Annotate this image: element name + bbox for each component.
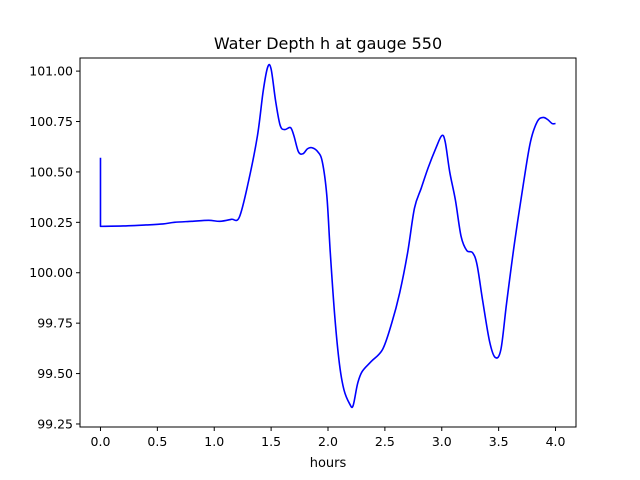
x-tick-label: 1.5 [261, 434, 281, 449]
x-tick-label: 0.0 [91, 434, 111, 449]
y-tick-label: 100.25 [29, 215, 73, 230]
y-tick-label: 99.75 [37, 316, 73, 331]
x-axis-label: hours [310, 456, 347, 471]
x-tick-label: 3.0 [432, 434, 452, 449]
x-axis: 0.0 0.5 1.0 1.5 2.0 2.5 3.0 3.5 4.0 [91, 427, 566, 449]
series-line-water-depth [99, 63, 556, 409]
x-tick-label: 2.0 [318, 434, 338, 449]
y-tick-label: 100.75 [29, 114, 73, 129]
y-tick-label: 100.00 [29, 265, 73, 280]
y-tick-label: 99.50 [37, 366, 73, 381]
x-tick-label: 0.5 [147, 434, 167, 449]
y-tick-label: 100.50 [29, 164, 73, 179]
x-tick-label: 4.0 [546, 434, 566, 449]
x-tick-label: 1.0 [204, 434, 224, 449]
x-tick-label: 2.5 [375, 434, 395, 449]
plot-area [79, 57, 577, 428]
y-tick-label: 101.00 [29, 64, 73, 79]
axes-frame [79, 57, 577, 428]
y-tick-label: 99.25 [37, 416, 73, 431]
x-tick-label: 3.5 [489, 434, 509, 449]
chart-title: Water Depth h at gauge 550 [214, 34, 442, 53]
series-layer [99, 63, 556, 409]
y-axis: 99.25 99.50 99.75 100.00 100.25 100.50 100.75 1… [29, 64, 80, 431]
